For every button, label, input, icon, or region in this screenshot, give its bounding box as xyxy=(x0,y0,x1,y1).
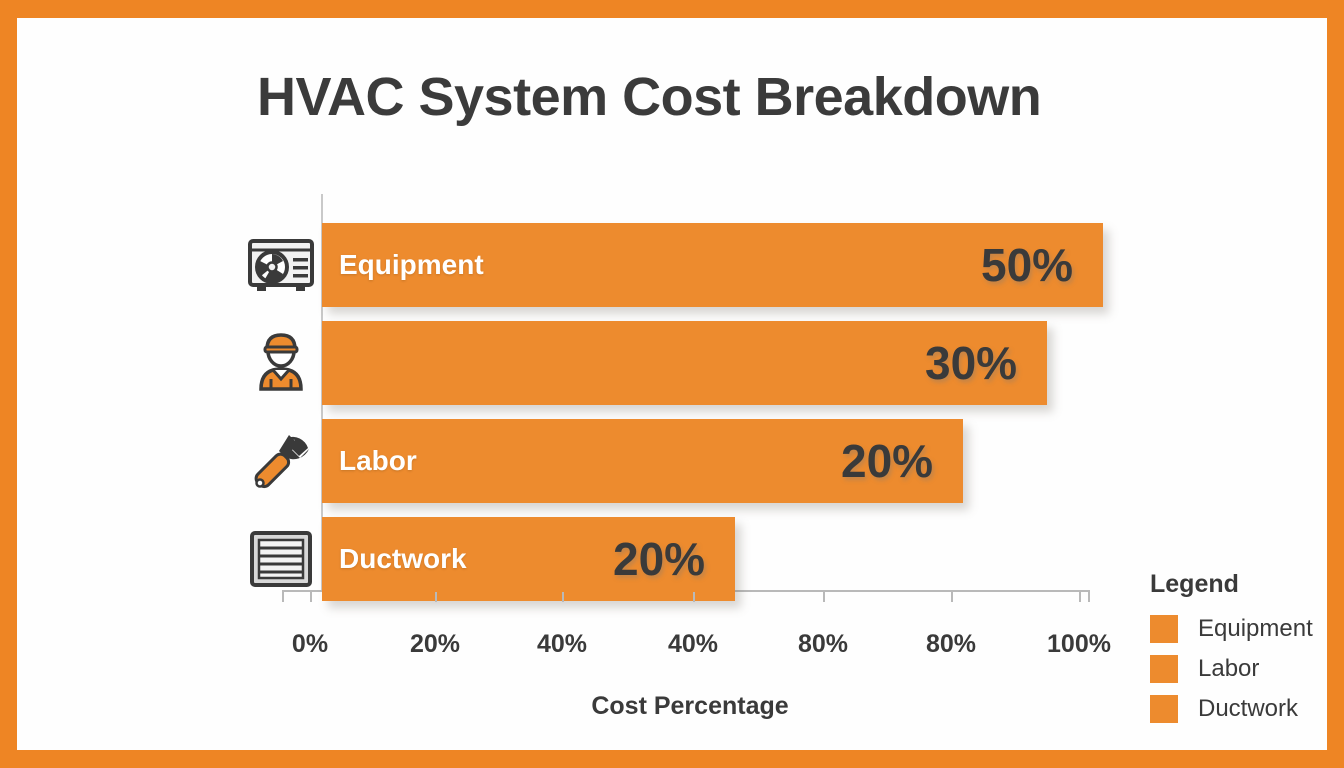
x-axis-tick-label: 0% xyxy=(291,630,329,658)
legend-item-label: Labor xyxy=(1198,655,1260,682)
x-axis-tick-label: 80% xyxy=(797,630,849,658)
x-axis-tick xyxy=(1079,592,1081,602)
bar-category-label: Ductwork xyxy=(339,543,467,574)
chart-canvas: HVAC System Cost Breakdown Equipment 50% 3… xyxy=(17,18,1327,750)
air-conditioner-unit-icon xyxy=(245,229,317,301)
bar[interactable] xyxy=(322,321,1047,405)
bar[interactable] xyxy=(322,223,1103,307)
x-axis-tick xyxy=(823,592,825,602)
legend: Legend Equipment Labor Ductwork xyxy=(1150,570,1327,729)
bar[interactable] xyxy=(322,419,963,503)
x-axis-tick xyxy=(310,592,312,602)
legend-item[interactable]: Equipment xyxy=(1150,609,1327,649)
x-axis-tick-label: 40% xyxy=(536,630,588,658)
legend-color-swatch xyxy=(1150,695,1178,723)
bar-value-label: 30% xyxy=(925,337,1018,389)
x-axis-tick-label: 40% xyxy=(667,630,719,658)
x-axis-tick-label: 80% xyxy=(925,630,977,658)
x-axis-tick xyxy=(435,592,437,602)
hvac-technician-icon xyxy=(245,327,317,399)
x-axis-title: Cost Percentage xyxy=(591,692,789,720)
bar-category-label: Labor xyxy=(339,445,417,476)
bar-value-label: 50% xyxy=(981,239,1074,291)
legend-title: Legend xyxy=(1150,570,1239,598)
bar[interactable] xyxy=(322,517,735,601)
legend-item-label: Ductwork xyxy=(1198,695,1299,722)
legend-item[interactable]: Ductwork xyxy=(1150,689,1327,729)
bar-category-label: Equipment xyxy=(339,249,484,280)
x-axis-tick-label: 20% xyxy=(409,630,461,658)
air-duct-grille-icon xyxy=(245,523,317,595)
x-axis-tick xyxy=(693,592,695,602)
legend-color-swatch xyxy=(1150,615,1178,643)
x-axis-tick xyxy=(951,592,953,602)
legend-item[interactable]: Labor xyxy=(1150,649,1327,689)
wrench-icon xyxy=(245,425,317,497)
legend-item-label: Equipment xyxy=(1198,615,1313,642)
x-axis-tick-label: 100% xyxy=(1047,630,1111,658)
page-title: HVAC System Cost Breakdown xyxy=(257,67,1042,127)
x-axis-tick xyxy=(562,592,564,602)
bar-value-label: 20% xyxy=(841,435,934,487)
legend-color-swatch xyxy=(1150,655,1178,683)
x-axis-tick-start xyxy=(282,590,284,602)
legend-items: Equipment Labor Ductwork xyxy=(1150,609,1327,729)
x-axis-tick-end xyxy=(1088,590,1090,602)
bar-value-label: 20% xyxy=(613,533,706,585)
